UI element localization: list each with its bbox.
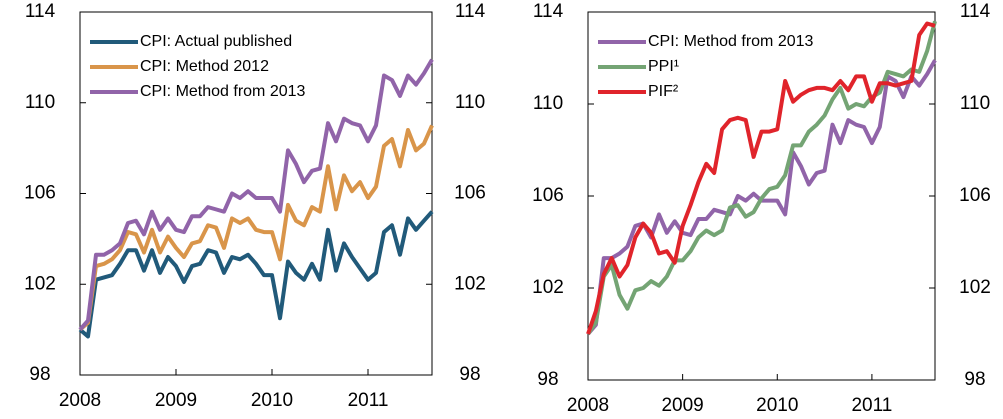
y-tick-label: 114 xyxy=(25,1,56,22)
y-tick-label: 106 xyxy=(24,183,56,204)
y2-tick-label: 98 xyxy=(964,369,985,390)
y2-tick-label: 110 xyxy=(960,93,990,114)
x-tick-label: 2008 xyxy=(59,390,101,411)
x-tick-label: 2011 xyxy=(348,390,389,411)
y2-tick-label: 106 xyxy=(454,183,486,204)
legend-label: PPI¹ xyxy=(648,58,679,75)
y-tick-label: 114 xyxy=(533,1,564,22)
x-tick-label: 2008 xyxy=(567,395,609,416)
y-tick-label: 98 xyxy=(29,364,50,385)
y2-tick-label: 106 xyxy=(959,185,991,206)
y2-tick-label: 102 xyxy=(454,273,486,294)
series-line xyxy=(586,21,936,335)
x-tick-label: 2009 xyxy=(661,395,703,416)
series-line xyxy=(78,124,434,332)
legend-label: CPI: Method 2012 xyxy=(140,58,269,75)
y2-tick-label: 98 xyxy=(459,364,480,385)
y2-tick-label: 102 xyxy=(959,277,991,298)
y-tick-label: 98 xyxy=(537,369,558,390)
series-line xyxy=(78,210,434,339)
series-line xyxy=(78,58,434,331)
legend-label: PIF² xyxy=(648,83,679,100)
y-tick-label: 106 xyxy=(532,185,564,206)
y-tick-label: 110 xyxy=(25,92,55,113)
legend-label: CPI: Method from 2013 xyxy=(140,83,306,100)
y-tick-label: 102 xyxy=(24,273,56,294)
y-tick-label: 110 xyxy=(533,93,563,114)
y2-tick-label: 114 xyxy=(455,1,486,22)
x-tick-label: 2010 xyxy=(756,395,798,416)
x-tick-label: 2009 xyxy=(155,390,197,411)
y2-tick-label: 114 xyxy=(960,1,991,22)
x-tick-label: 2010 xyxy=(251,390,293,411)
y2-tick-label: 110 xyxy=(455,92,485,113)
legend-label: CPI: Method from 2013 xyxy=(648,33,814,50)
y-tick-label: 102 xyxy=(532,277,564,298)
legend-label: CPI: Actual published xyxy=(140,33,292,50)
x-tick-label: 2011 xyxy=(851,395,892,416)
